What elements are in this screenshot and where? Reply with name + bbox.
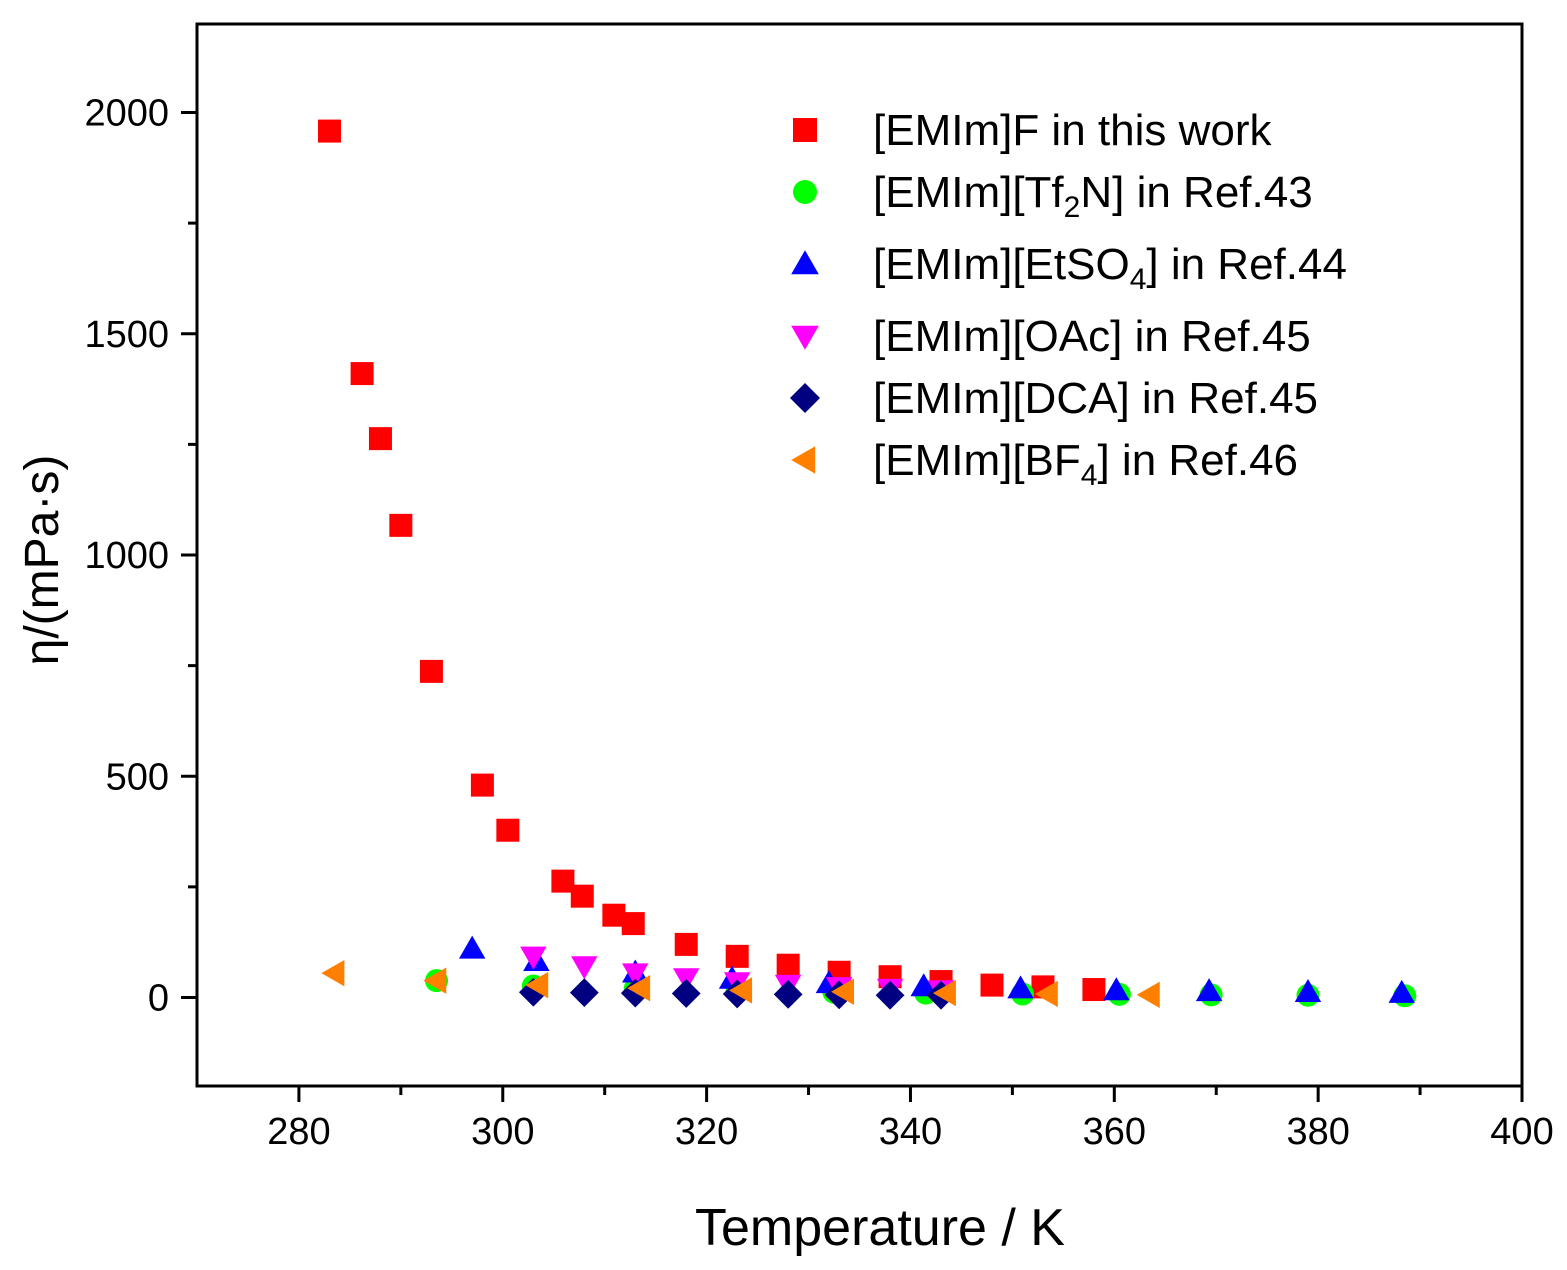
data-point (389, 513, 413, 537)
data-point (602, 903, 626, 927)
data-point (1136, 981, 1160, 1009)
data-point (571, 956, 598, 980)
x-tick-label: 320 (675, 1111, 738, 1153)
data-point (525, 971, 549, 999)
legend-marker (791, 446, 816, 474)
data-point (910, 973, 937, 997)
x-axis-title: Temperature / K (695, 1199, 1065, 1257)
legend-label: [EMIm][Tf2N] in Ref.43 (873, 168, 1313, 224)
data-point (350, 362, 374, 386)
data-point (674, 932, 698, 956)
x-tick-label: 300 (471, 1111, 534, 1153)
x-tick-label: 340 (879, 1111, 942, 1153)
x-tick-label: 380 (1286, 1111, 1349, 1153)
data-point (875, 980, 905, 1010)
y-tick-label: 2000 (84, 93, 169, 135)
legend-marker (793, 180, 817, 204)
legend-label: [EMIm]F in this work (873, 106, 1272, 155)
data-point (458, 935, 486, 959)
series-5-points (321, 959, 1160, 1009)
data-point (551, 869, 575, 893)
data-point (1388, 979, 1415, 1003)
y-tick-label: 1000 (84, 535, 169, 577)
data-point (627, 974, 651, 1002)
y-tick-label: 0 (148, 978, 169, 1020)
data-point (470, 773, 494, 797)
data-point (570, 884, 594, 908)
y-tick-label: 500 (106, 756, 169, 798)
data-point (419, 659, 443, 683)
data-point (830, 978, 854, 1005)
legend-marker (793, 118, 817, 142)
x-tick-label: 360 (1083, 1111, 1146, 1153)
data-point (725, 944, 749, 968)
data-point (671, 979, 701, 1008)
data-point (1082, 978, 1106, 1002)
legend-marker (791, 325, 819, 350)
y-tick-label: 1500 (84, 314, 169, 356)
data-point (932, 979, 956, 1007)
data-point (318, 119, 341, 143)
data-point (496, 818, 520, 842)
data-point (423, 967, 447, 994)
legend-label: [EMIm][EtSO4] in Ref.44 (873, 240, 1347, 296)
x-tick-label: 280 (267, 1111, 330, 1153)
data-point (569, 978, 599, 1008)
data-point (1034, 980, 1058, 1008)
legend-label: [EMIm][BF4] in Ref.46 (873, 436, 1298, 492)
legend-marker (790, 383, 820, 413)
data-point (520, 946, 547, 970)
data-point (368, 427, 392, 451)
legend-label: [EMIm][OAc] in Ref.45 (873, 312, 1311, 361)
legend-label: [EMIm][DCA] in Ref.45 (873, 374, 1318, 423)
plot-frame (195, 22, 1524, 1088)
data-point (980, 973, 1004, 997)
legend-marker (791, 250, 819, 275)
data-point (773, 980, 803, 1009)
y-axis-title: η/(mPa·s) (16, 455, 69, 666)
data-point (621, 912, 645, 936)
data-point (1007, 975, 1034, 999)
data-point (321, 959, 345, 987)
data-point (729, 977, 753, 1004)
data-point (1195, 978, 1223, 1002)
data-point (1103, 977, 1130, 1001)
legend: [EMIm]F in this work [EMIm][Tf2N] in Ref.… (790, 106, 1347, 492)
data-point (1294, 978, 1322, 1002)
data-point (622, 963, 649, 987)
x-tick-label: 400 (1490, 1111, 1553, 1153)
data-point (776, 953, 800, 977)
